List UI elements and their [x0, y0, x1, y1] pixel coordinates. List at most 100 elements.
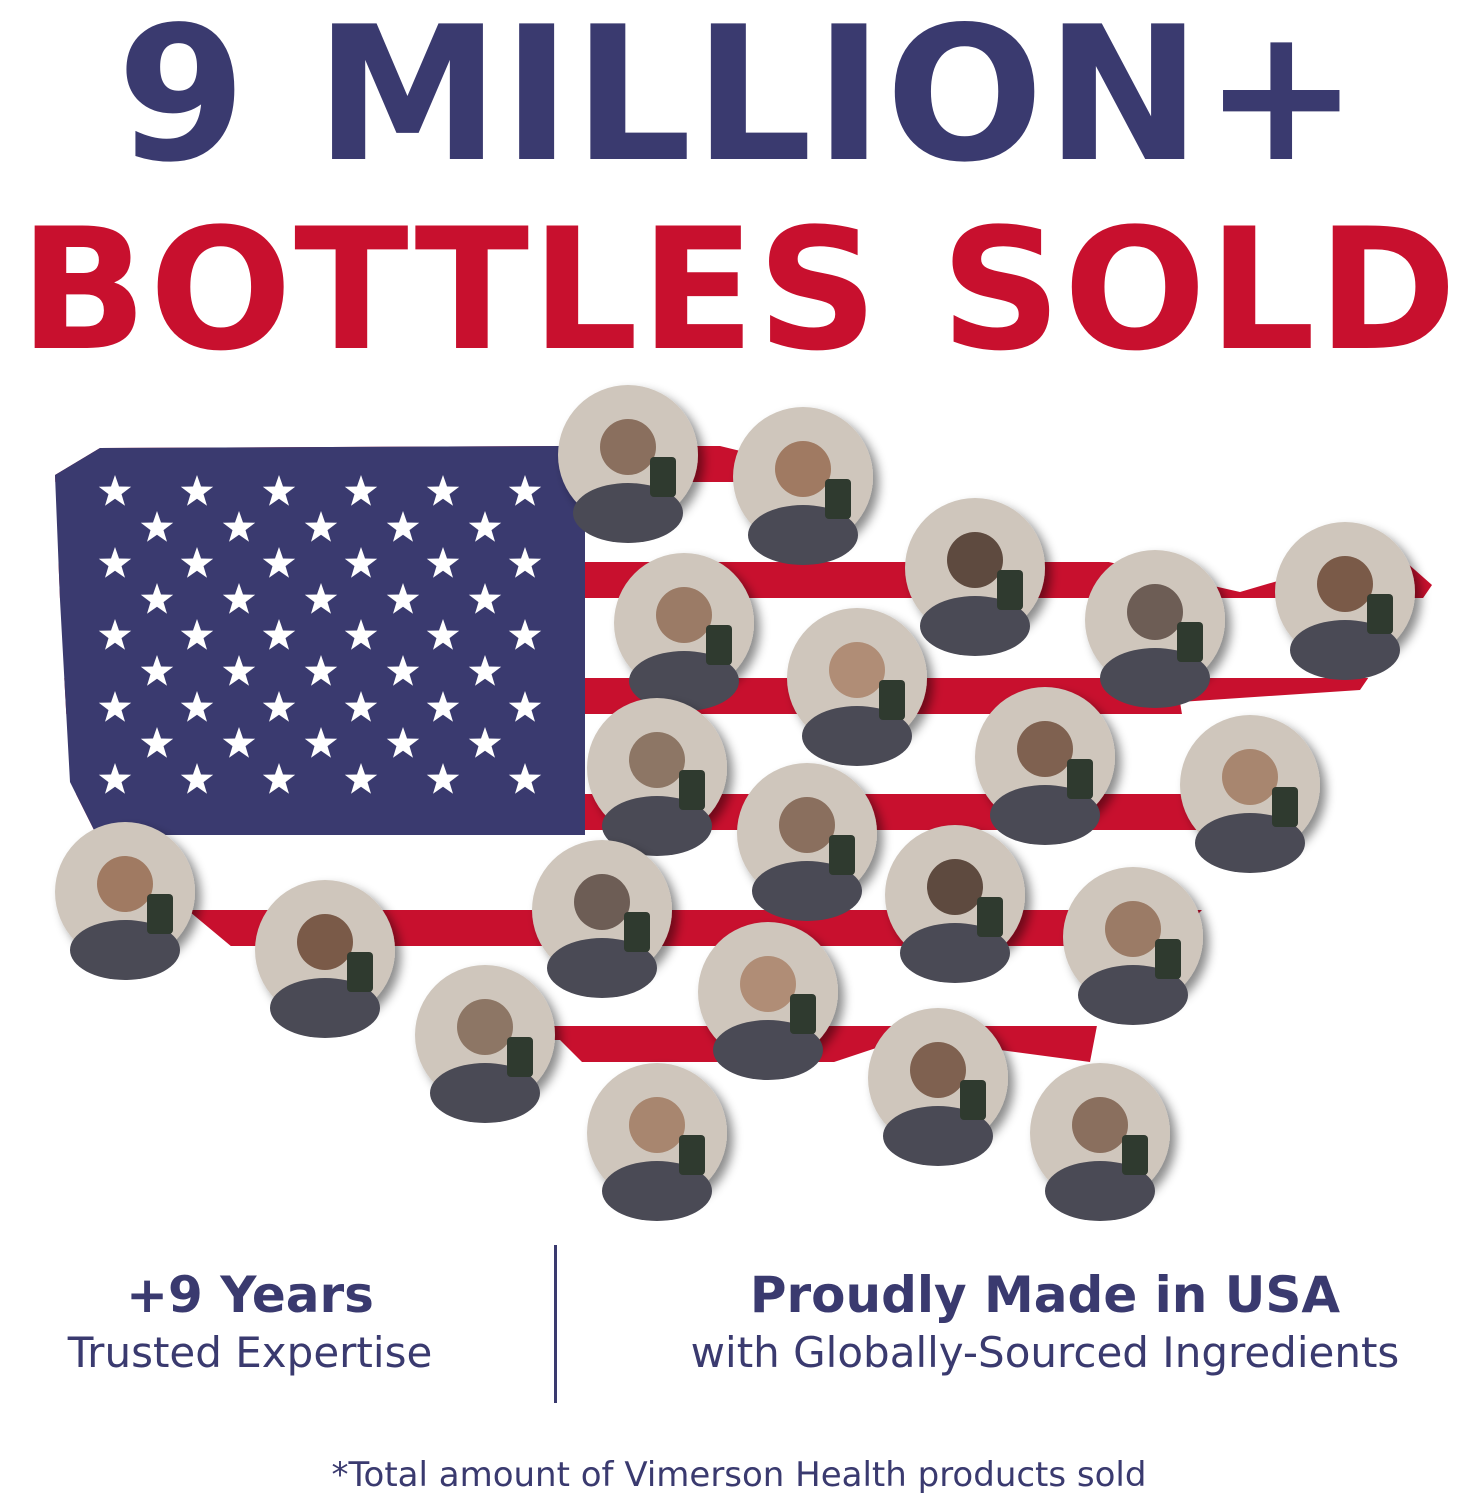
supplement-bottle [790, 994, 816, 1034]
person-body [547, 938, 657, 998]
flag-star [222, 583, 256, 614]
person-body [802, 706, 912, 766]
person-face [600, 419, 656, 475]
years-title: +9 Years [126, 1266, 374, 1324]
customer-photo [1030, 1063, 1170, 1221]
flag-star [222, 727, 256, 758]
flag-star [426, 547, 460, 578]
flag-star [180, 619, 214, 650]
person-body [602, 796, 712, 856]
person-face [779, 797, 835, 853]
customer-photo [587, 1063, 727, 1221]
headline-line2: BOTTLES SOLD [19, 192, 1459, 388]
person-face [740, 956, 796, 1012]
flag-star [344, 475, 378, 506]
flag-star [344, 691, 378, 722]
person-face [656, 587, 712, 643]
person-body [270, 978, 380, 1038]
flag-star [508, 475, 542, 506]
flag-star [426, 619, 460, 650]
headline-line1: 9 MILLION+ [116, 0, 1362, 203]
person-body [629, 651, 739, 711]
supplement-bottle [1155, 939, 1181, 979]
flag-star [304, 655, 338, 686]
person-face [829, 642, 885, 698]
flag-star [140, 655, 174, 686]
supplement-bottle [825, 479, 851, 519]
customer-photo [415, 965, 555, 1123]
flag-star [262, 763, 296, 794]
flag-star [140, 583, 174, 614]
person-face [910, 1042, 966, 1098]
customer-photo [1085, 550, 1225, 708]
supplement-bottle [624, 912, 650, 952]
person-body [602, 1161, 712, 1221]
person-face [1072, 1097, 1128, 1153]
person-body [573, 483, 683, 543]
years-stat: +9 Years Trusted Expertise [20, 1265, 480, 1381]
supplement-bottle [1367, 594, 1393, 634]
flag-star [426, 691, 460, 722]
customer-photo [532, 840, 672, 998]
supplement-bottle [147, 894, 173, 934]
flag-star [344, 763, 378, 794]
flag-canton [55, 446, 585, 835]
flag-star [426, 475, 460, 506]
flag-star [344, 619, 378, 650]
customer-photo [614, 553, 754, 711]
customer-photo [975, 687, 1115, 845]
person-body [1100, 648, 1210, 708]
customer-photo [255, 880, 395, 1038]
flag-star [426, 763, 460, 794]
flag-star [98, 691, 132, 722]
person-body [752, 861, 862, 921]
person-face [629, 732, 685, 788]
person-body [883, 1106, 993, 1166]
person-body [430, 1063, 540, 1123]
supplement-bottle [960, 1080, 986, 1120]
supplement-bottle [679, 1135, 705, 1175]
supplement-bottle [997, 570, 1023, 610]
person-face [97, 856, 153, 912]
supplement-bottle [706, 625, 732, 665]
flag-star [180, 547, 214, 578]
customer-photo [587, 698, 727, 856]
person-body [713, 1020, 823, 1080]
customer-photo [868, 1008, 1008, 1166]
flag-star [468, 511, 502, 542]
person-body [748, 505, 858, 565]
divider [554, 1245, 557, 1403]
flag-star [386, 511, 420, 542]
person-body [900, 923, 1010, 983]
person-body [1195, 813, 1305, 873]
customer-photo [558, 385, 698, 543]
flag-star [180, 691, 214, 722]
person-body [920, 596, 1030, 656]
supplement-bottle [879, 680, 905, 720]
flag-star [344, 547, 378, 578]
flag-star [304, 583, 338, 614]
usa-stat: Proudly Made in USA with Globally-Source… [610, 1265, 1478, 1381]
flag-star [468, 727, 502, 758]
flag-star [304, 727, 338, 758]
flag-star [98, 547, 132, 578]
person-face [1105, 901, 1161, 957]
person-face [457, 999, 513, 1055]
usa-subtitle: with Globally-Sourced Ingredients [690, 1328, 1400, 1377]
customer-photo [787, 608, 927, 766]
customer-photo [1180, 715, 1320, 873]
customer-photo [698, 922, 838, 1080]
person-face [947, 532, 1003, 588]
flag-star [98, 619, 132, 650]
supplement-bottle [1067, 759, 1093, 799]
flag-star [262, 547, 296, 578]
supplement-bottle [1177, 622, 1203, 662]
flag-star [508, 547, 542, 578]
person-body [1045, 1161, 1155, 1221]
flag-star [386, 727, 420, 758]
flag-star [262, 691, 296, 722]
customer-photo [737, 763, 877, 921]
flag-star [508, 691, 542, 722]
supplement-bottle [650, 457, 676, 497]
flag-star [262, 619, 296, 650]
